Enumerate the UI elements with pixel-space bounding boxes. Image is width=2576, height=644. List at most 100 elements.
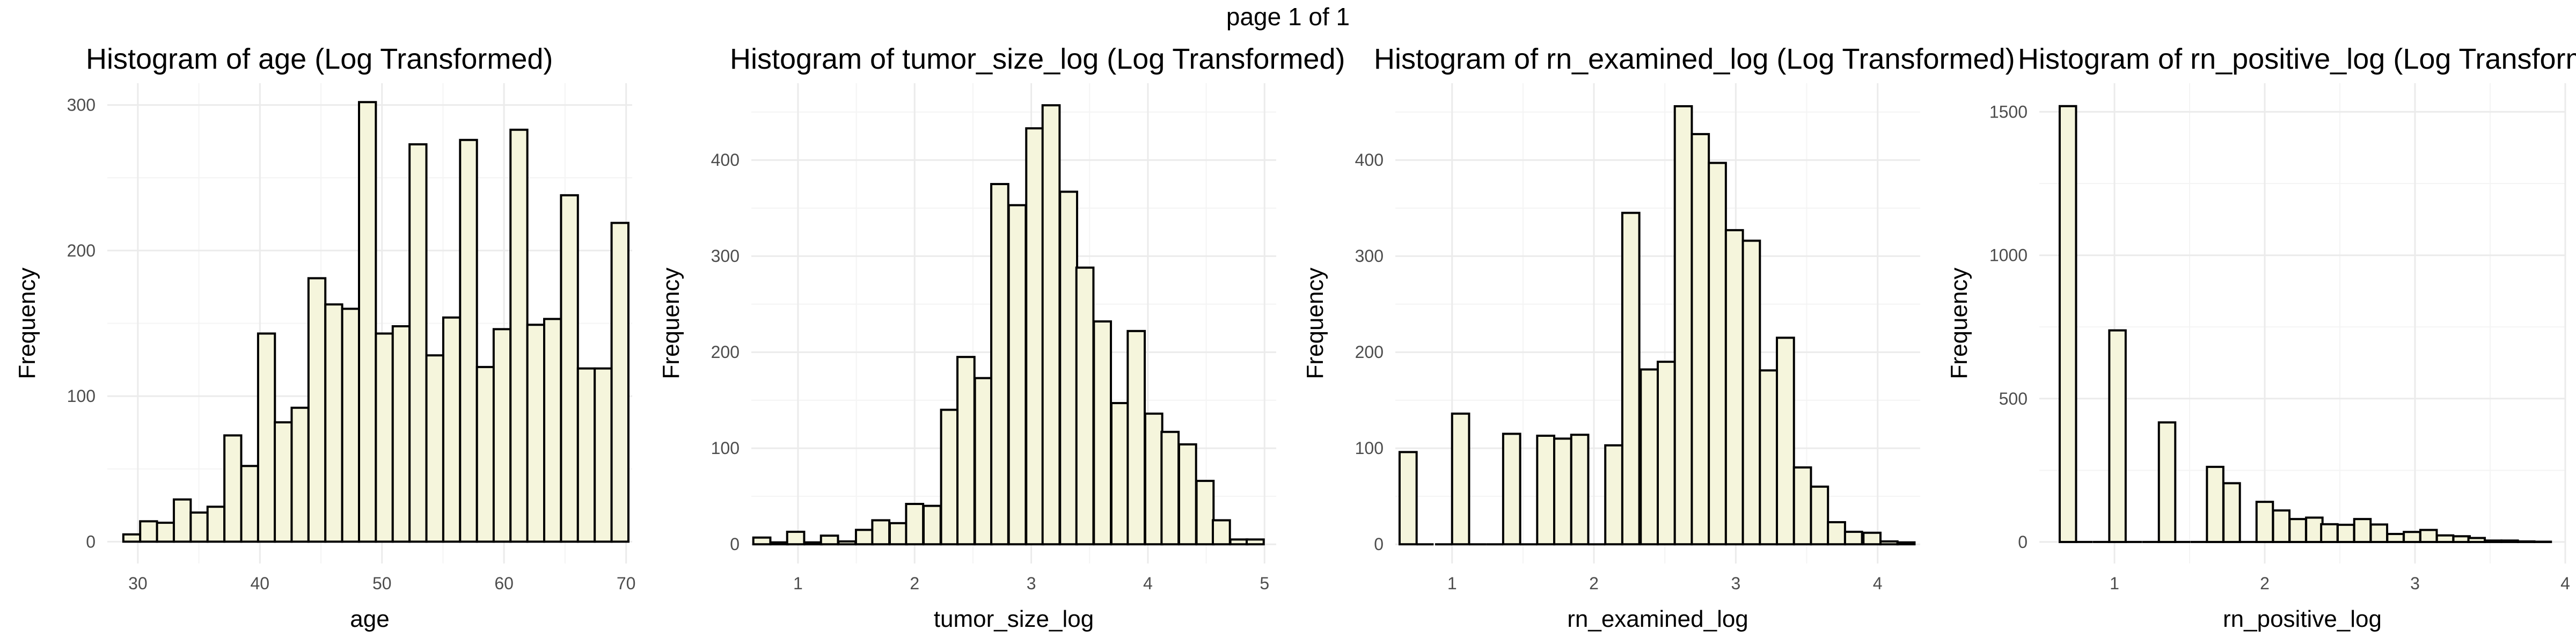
x-tick-label: 60: [494, 574, 514, 593]
histogram-bar: [240, 465, 259, 543]
histogram-bar: [2369, 523, 2389, 543]
histogram-bar: [341, 308, 360, 543]
histogram-bar: [1126, 330, 1146, 546]
y-axis-title: Frequency: [1946, 268, 1972, 379]
panel-title: Histogram of age (Log Transformed): [86, 43, 553, 75]
histogram-bar: [2452, 535, 2471, 543]
x-axis-title: rn_positive_log: [2223, 606, 2382, 632]
x-tick-label: 30: [128, 574, 148, 593]
histogram-bar: [1690, 133, 1710, 546]
histogram-bar: [122, 533, 142, 543]
histogram-bar: [206, 506, 226, 543]
histogram-bar: [1041, 104, 1061, 546]
histogram-bar: [1673, 105, 1693, 546]
histogram-bar: [1007, 204, 1027, 546]
histogram-bar: [786, 530, 806, 546]
histogram-bar: [1059, 191, 1079, 546]
histogram-bar: [1025, 127, 1044, 546]
y-tick-label: 100: [67, 386, 96, 406]
histogram-bar: [172, 498, 192, 543]
y-tick-label: 400: [1355, 150, 1384, 170]
histogram-bar: [526, 324, 546, 543]
y-tick-label: 300: [1355, 246, 1384, 266]
histogram-bar: [905, 503, 925, 546]
histogram-bar: [1570, 434, 1590, 546]
y-tick-label: 1000: [1989, 246, 2028, 265]
histogram-bar: [1708, 162, 1727, 546]
histogram-bar: [990, 182, 1009, 546]
y-tick-label: 400: [711, 150, 740, 170]
x-tick-label: 4: [1143, 574, 1153, 593]
histogram-bar: [837, 540, 857, 546]
histogram-bar: [610, 222, 630, 543]
histogram-bar: [1810, 485, 1829, 546]
y-tick-label: 0: [2018, 532, 2028, 552]
x-tick-label: 2: [1589, 574, 1599, 593]
histogram-bar: [594, 367, 613, 543]
y-tick-label: 500: [1999, 389, 2028, 408]
histogram-bar: [442, 316, 462, 543]
histogram-bar: [1160, 430, 1180, 546]
x-tick-label: 1: [793, 574, 803, 593]
histogram-bar: [1843, 530, 1863, 546]
histogram-bar: [459, 138, 478, 543]
histogram-bar: [854, 529, 874, 546]
y-tick-label: 300: [711, 246, 740, 266]
histogram-bar: [2288, 518, 2307, 543]
histogram-bar: [274, 421, 293, 543]
x-tick-label: 5: [1260, 574, 1269, 593]
page-title: page 1 of 1: [1226, 3, 1350, 31]
histogram-bar: [2533, 540, 2552, 543]
y-tick-label: 200: [711, 342, 740, 362]
histogram-bar: [257, 332, 276, 543]
histogram-bar: [156, 522, 175, 543]
histogram-bar: [560, 194, 579, 543]
histogram-bar: [1896, 541, 1916, 546]
histogram-bar: [2336, 523, 2355, 543]
histogram-bar: [425, 354, 444, 543]
histogram-bar: [576, 367, 596, 543]
histogram-panel-2: 1 2 3 4 5 0 100 200 300 400 tumor_size_log Frequenc…: [658, 43, 1345, 632]
y-tick-label: 300: [67, 96, 96, 115]
histogram-bar: [1759, 369, 1779, 546]
histogram-bar: [1724, 229, 1744, 546]
histogram-bar: [1246, 538, 1265, 546]
histogram-bar: [2516, 540, 2536, 543]
histogram-bar: [475, 365, 495, 543]
x-tick-label: 2: [910, 574, 919, 593]
x-tick-label: 4: [1873, 574, 1883, 593]
x-tick-label: 4: [2560, 574, 2570, 593]
y-tick-label: 200: [1355, 342, 1384, 362]
histogram-bar: [2108, 329, 2127, 543]
x-tick-label: 40: [251, 574, 270, 593]
histogram-panel-4: 1 2 3 4 0 500 1000 1500 rn_positive_log Frequency…: [1946, 43, 2576, 632]
x-tick-label: 70: [617, 574, 636, 593]
x-tick-label: 3: [1027, 574, 1036, 593]
histogram-bar: [2403, 531, 2421, 543]
histogram-bar: [543, 318, 562, 543]
histogram-bar: [1604, 444, 1623, 546]
histogram-bar: [307, 277, 327, 543]
histogram-bar: [1110, 402, 1130, 546]
histogram-bar: [2500, 539, 2519, 543]
histogram-bar: [1657, 361, 1676, 546]
x-tick-label: 3: [2410, 574, 2420, 593]
histogram-bar: [888, 522, 908, 546]
x-tick-label: 50: [372, 574, 392, 593]
histogram-bar: [375, 332, 394, 543]
x-tick-label: 2: [2260, 574, 2270, 593]
x-tick-label: 1: [2110, 574, 2119, 593]
histogram-bar: [974, 377, 993, 546]
histogram-bar: [2305, 516, 2324, 543]
histogram-panel-3: 1 2 3 4 0 100 200 300 400 rn_examined_log Frequenc…: [1302, 43, 2015, 632]
panel-title: Histogram of rn_examined_log (Log Transf…: [1374, 43, 2015, 75]
histogram-bar: [923, 504, 942, 546]
y-tick-label: 0: [730, 535, 740, 554]
histogram-bar: [1776, 336, 1795, 546]
x-tick-label: 3: [1731, 574, 1740, 593]
y-tick-label: 0: [86, 532, 96, 551]
histogram-bar: [1827, 521, 1846, 546]
histogram-bar: [956, 356, 976, 546]
histogram-bar: [2222, 482, 2241, 543]
